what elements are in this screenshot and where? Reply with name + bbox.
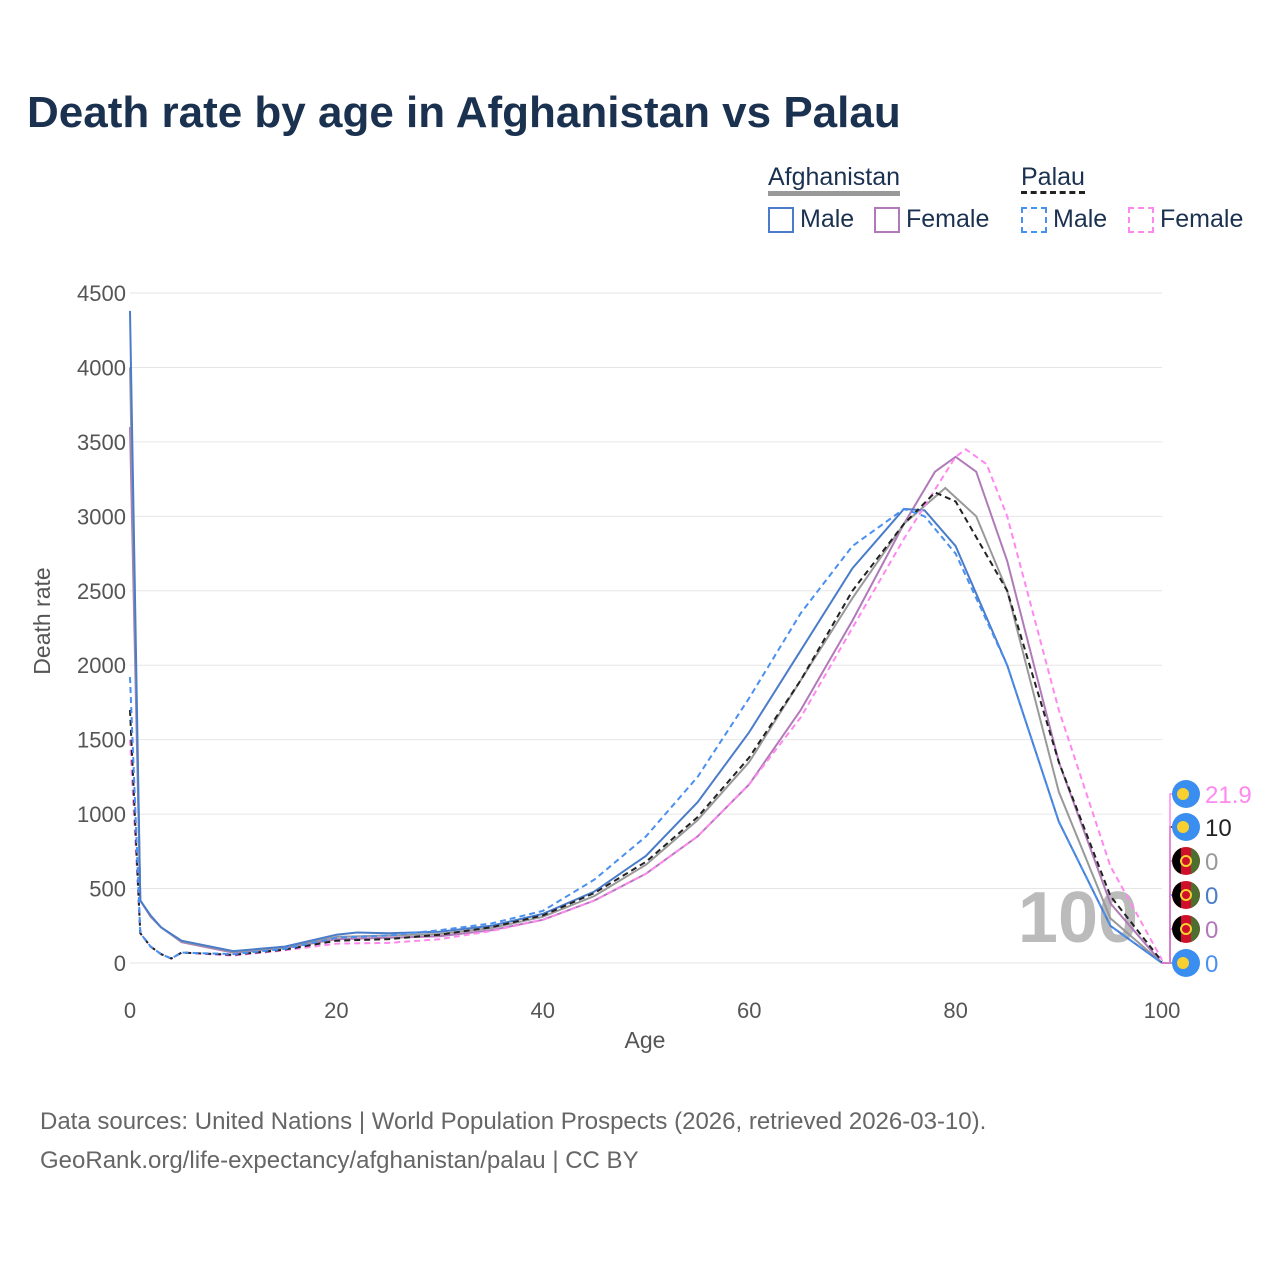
legend-label: Female — [1160, 205, 1244, 233]
y-tick-label: 4000 — [77, 355, 126, 380]
y-tick-label: 3500 — [77, 430, 126, 455]
end-connector — [1162, 793, 1175, 964]
x-tick-label: 60 — [737, 998, 761, 1023]
legend-palau-male[interactable]: Male — [1021, 205, 1107, 234]
series-line-afghanistan-female — [129, 426, 1163, 964]
end-connector — [1162, 860, 1175, 964]
legend-palau-female[interactable]: Female — [1128, 205, 1243, 234]
palau-flag-icon — [1172, 780, 1200, 808]
source-line-2[interactable]: GeoRank.org/life-expectancy/afghanistan/… — [40, 1147, 639, 1174]
series-line-afghanistan-male — [129, 310, 1163, 964]
chart-title: Death rate by age in Afghanistan vs Pala… — [27, 88, 901, 137]
y-tick-label: 500 — [89, 877, 126, 902]
legend-label: Female — [906, 205, 990, 233]
y-tick-label: 4500 — [77, 281, 126, 306]
end-value-label: 0 — [1205, 951, 1218, 978]
legend-label: Male — [1053, 205, 1108, 233]
end-value-label: 10 — [1205, 815, 1232, 842]
palau-flag-icon — [1172, 949, 1200, 977]
end-value-label: 0 — [1205, 917, 1218, 944]
afghanistan-flag-icon — [1172, 847, 1200, 875]
legend-afg-female[interactable]: Female — [874, 205, 989, 234]
legend-swatch — [768, 206, 794, 233]
source-line-1: Data sources: United Nations | World Pop… — [40, 1108, 987, 1135]
flag-emblem — [1180, 889, 1192, 901]
legend-label: Male — [800, 205, 855, 233]
flag-green — [1191, 882, 1200, 908]
palau-flag-icon — [1172, 813, 1200, 841]
flag-emblem — [1180, 855, 1192, 867]
legend-swatch — [1021, 206, 1047, 233]
end-value-label: 21.9 — [1205, 782, 1252, 809]
x-tick-label: 40 — [531, 998, 555, 1023]
series-line-palau-female — [129, 448, 1163, 961]
y-tick-label: 2000 — [77, 653, 126, 678]
flag-moon — [1177, 821, 1189, 833]
flag-moon — [1177, 788, 1189, 800]
flag-green — [1191, 916, 1200, 942]
afghanistan-flag-icon — [1172, 915, 1200, 943]
x-tick-label: 80 — [943, 998, 967, 1023]
x-tick-label: 20 — [324, 998, 348, 1023]
flag-black — [1172, 848, 1181, 874]
x-tick-label: 0 — [124, 998, 136, 1023]
legend-group-palau[interactable]: Palau — [1021, 163, 1085, 194]
flag-moon — [1177, 957, 1189, 969]
y-tick-label: 1500 — [77, 728, 126, 753]
flag-black — [1172, 916, 1181, 942]
end-value-label: 0 — [1205, 883, 1218, 910]
flag-emblem — [1180, 923, 1192, 935]
chart-plot: 100 050010001500200025003000350040004500… — [29, 281, 1252, 1053]
y-tick-label: 1000 — [77, 802, 126, 827]
y-tick-label: 3000 — [77, 504, 126, 529]
legend-group-afghanistan[interactable]: Afghanistan — [768, 163, 901, 196]
legend-swatch — [874, 206, 900, 233]
afghanistan-flag-icon — [1172, 881, 1200, 909]
end-value-label: 0 — [1205, 849, 1218, 876]
x-tick-label: 100 — [1144, 998, 1181, 1023]
legend-afg-male[interactable]: Male — [768, 205, 854, 234]
y-tick-label: 0 — [114, 951, 126, 976]
y-axis-label: Death rate — [29, 567, 55, 674]
x-axis-label: Age — [625, 1027, 666, 1053]
watermark: 100 — [1018, 878, 1138, 958]
legend-swatch — [1128, 206, 1154, 233]
y-tick-label: 2500 — [77, 579, 126, 604]
series-line-palau-male — [129, 507, 1163, 964]
flag-green — [1191, 848, 1200, 874]
flag-black — [1172, 882, 1181, 908]
